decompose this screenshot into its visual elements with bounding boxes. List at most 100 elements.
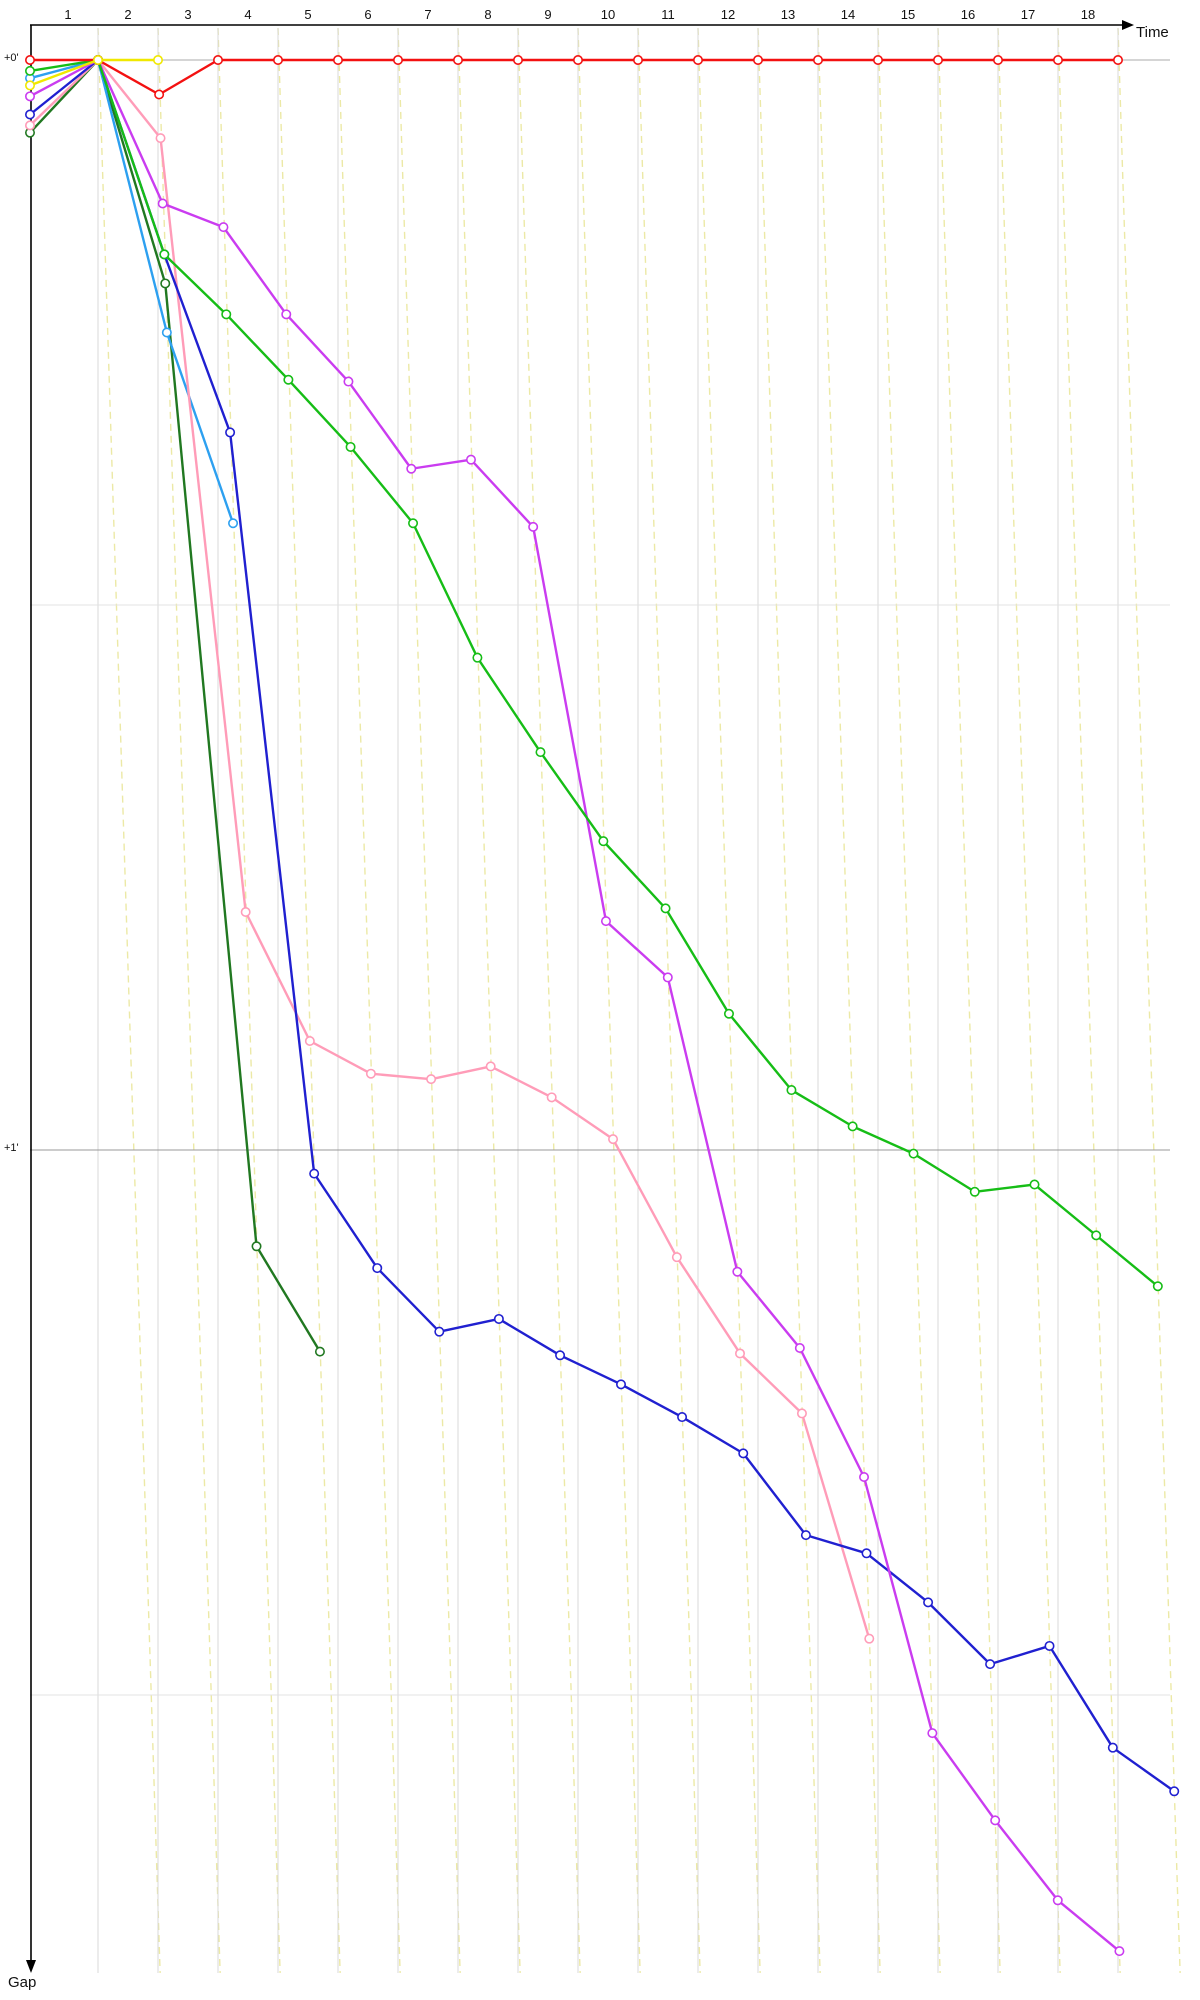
data-point-green — [221, 309, 232, 320]
data-point-pink — [240, 907, 251, 918]
lap-skew-gridline — [577, 27, 641, 1974]
data-point-green — [1029, 1179, 1040, 1190]
series-line-pink — [29, 58, 871, 1640]
x-tick-label: 13 — [780, 7, 796, 22]
x-axis-title: Time — [1136, 24, 1169, 41]
data-point-pink — [24, 120, 35, 131]
data-point-blue — [677, 1412, 688, 1423]
y-axis-title: Gap — [8, 1974, 37, 1991]
x-tick-label: 17 — [1020, 7, 1036, 22]
data-point-red — [632, 54, 643, 65]
x-tick-label: 16 — [960, 7, 976, 22]
data-point-blue — [738, 1448, 749, 1459]
lap-skew-gridline — [157, 27, 221, 1974]
lap-skew-gridline — [217, 27, 281, 1974]
data-point-violet — [1114, 1946, 1125, 1957]
data-point-red — [812, 54, 823, 65]
series-line-green — [29, 58, 1159, 1288]
lap-skew-gridline — [697, 27, 761, 1974]
series-line-dark-green — [29, 58, 321, 1353]
data-point-dark-green — [251, 1241, 262, 1252]
data-point-red — [1053, 54, 1064, 65]
x-tick-label: 12 — [720, 7, 736, 22]
data-point-red — [24, 54, 35, 65]
x-tick-label: 14 — [840, 7, 856, 22]
data-point-cyan — [161, 327, 172, 338]
lap-skew-gridline — [997, 27, 1061, 1974]
data-point-blue — [555, 1350, 566, 1361]
data-point-blue — [923, 1597, 934, 1608]
data-point-violet — [528, 521, 539, 532]
data-point-violet — [218, 222, 229, 233]
data-point-green — [908, 1148, 919, 1159]
data-point-violet — [406, 463, 417, 474]
data-point-green — [535, 747, 546, 758]
data-point-pink — [426, 1074, 437, 1085]
x-tick-label: 4 — [244, 7, 252, 22]
data-point-violet — [990, 1815, 1001, 1826]
data-point-pink — [304, 1036, 315, 1047]
data-point-blue — [24, 109, 35, 120]
data-point-violet — [24, 91, 35, 102]
data-point-blue — [309, 1168, 320, 1179]
x-tick-label: 9 — [544, 7, 552, 22]
data-point-green — [786, 1085, 797, 1096]
data-point-dark-green — [160, 278, 171, 289]
data-point-cyan — [228, 518, 239, 529]
lap-skew-gridline — [637, 27, 701, 1974]
lap-skew-gridline — [517, 27, 581, 1974]
data-point-blue — [225, 427, 236, 438]
data-point-blue — [372, 1263, 383, 1274]
data-point-violet — [794, 1343, 805, 1354]
data-point-violet — [662, 972, 673, 983]
lap-skew-gridline — [937, 27, 1001, 1974]
lap-skew-gridline — [277, 27, 341, 1974]
data-point-pink — [735, 1348, 746, 1359]
data-point-pink — [608, 1134, 619, 1145]
lap-skew-gridline — [877, 27, 941, 1974]
x-tick-label: 2 — [124, 7, 132, 22]
x-tick-label: 1 — [64, 7, 72, 22]
lap-skew-gridline — [817, 27, 881, 1974]
time-axis-arrow-icon — [1122, 20, 1134, 30]
data-point-green — [283, 374, 294, 385]
data-point-red — [572, 54, 583, 65]
data-point-green — [723, 1008, 734, 1019]
data-point-red — [392, 54, 403, 65]
data-point-yellow — [153, 54, 164, 65]
data-point-violet — [600, 916, 611, 927]
data-point-red — [1113, 54, 1124, 65]
data-point-yellow — [24, 80, 35, 91]
data-point-red — [154, 89, 165, 100]
data-point-blue — [1044, 1640, 1055, 1651]
data-point-pink — [155, 133, 166, 144]
lap-skew-gridline — [337, 27, 401, 1974]
data-point-red — [213, 54, 224, 65]
data-point-violet — [343, 376, 354, 387]
series-line-cyan — [29, 58, 235, 524]
data-point-blue — [434, 1326, 445, 1337]
data-point-green — [408, 518, 419, 529]
lap-skew-gridline — [457, 27, 521, 1974]
x-tick-label: 3 — [184, 7, 192, 22]
data-point-violet — [157, 198, 168, 209]
data-point-red — [752, 54, 763, 65]
data-point-pink — [365, 1068, 376, 1079]
data-point-red — [512, 54, 523, 65]
data-point-violet — [1052, 1895, 1063, 1906]
data-point-pink — [546, 1092, 557, 1103]
y-tick-label-zero: +0' — [4, 52, 19, 64]
x-tick-label: 6 — [364, 7, 372, 22]
series-line-blue — [29, 58, 1175, 1793]
x-tick-label: 5 — [304, 7, 312, 22]
data-point-green — [969, 1186, 980, 1197]
data-point-blue — [616, 1379, 627, 1390]
data-point-pink — [864, 1633, 875, 1644]
data-point-violet — [465, 454, 476, 465]
data-point-green — [660, 903, 671, 914]
data-point-dark-green — [314, 1346, 325, 1357]
gap-axis-arrow-icon — [26, 1960, 36, 1973]
data-point-blue — [800, 1530, 811, 1541]
